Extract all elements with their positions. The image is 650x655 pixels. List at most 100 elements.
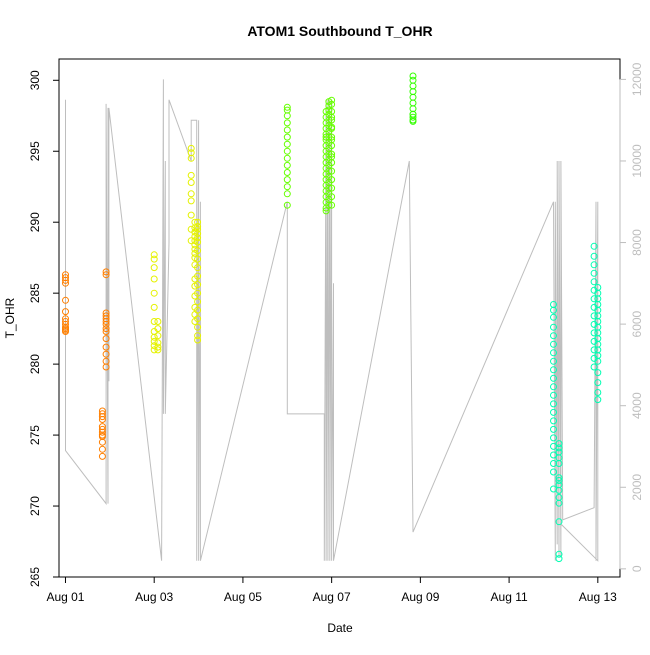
data-point [194,272,202,280]
x-tick-label: Aug 05 [224,590,262,604]
data-point [550,340,557,348]
y-tick-label: 290 [28,212,42,232]
data-point [187,154,195,162]
data-point [194,298,202,306]
data-point [154,343,162,351]
data-point [550,313,557,321]
data-point [187,211,195,219]
data-point [590,312,598,320]
data-point [62,296,69,304]
data-point [194,218,202,226]
data-point [555,477,563,484]
data-point [187,179,195,186]
data-point [283,133,291,141]
data-point [98,416,106,423]
x-axis-label: Date [327,621,353,635]
data-point [550,434,557,442]
data-point [328,153,336,161]
data-point [102,335,110,343]
data-point [328,96,336,104]
data-point [283,147,291,155]
data-point [555,460,563,467]
data-point [328,133,336,141]
data-point [194,281,202,289]
data-point [409,117,417,125]
data-point [194,323,202,331]
data-point [555,499,563,507]
data-point [555,444,563,452]
y2-tick-label: 4000 [630,392,644,419]
data-point [328,116,336,124]
data-point [550,323,557,331]
data-point [550,408,557,416]
data-point [98,438,106,446]
x-tick-label: Aug 01 [46,590,84,604]
data-point [194,234,202,242]
data-point [150,255,158,263]
data-point [187,190,195,198]
data-point [594,369,602,377]
data-point [328,113,336,121]
data-point [194,264,202,272]
data-point [194,315,202,323]
data-point [187,237,195,245]
data-point [328,201,336,209]
data-point [187,144,195,152]
data-point [590,329,598,337]
y2-tick-label: 0 [630,565,644,572]
data-point [590,269,598,277]
secondary-series-line [65,79,599,562]
data-point [550,306,557,314]
data-point [283,183,291,191]
data-point [594,396,602,404]
data-point [550,349,557,357]
data-point [555,555,563,563]
data-point [283,190,291,198]
data-point [550,332,557,340]
data-point [328,136,336,144]
x-tick-label: Aug 07 [313,590,351,604]
data-point [150,318,158,325]
y-tick-label: 300 [28,70,42,90]
data-point [594,379,602,387]
data-point [102,363,110,371]
data-point [62,308,69,316]
data-point [194,332,202,340]
data-point [283,154,291,162]
y-axis-right: 0 2000 4000 6000 8000 10000 12000 [619,62,644,572]
data-point [328,167,336,175]
x-axis: Aug 01 Aug 03 Aug 05 Aug 07 Aug 09 Aug 11 Aug … [46,576,617,604]
data-point [150,333,158,341]
x-tick-label: Aug 09 [401,590,439,604]
y-tick-label: 265 [28,567,42,587]
data-point [154,346,162,354]
data-point [555,474,563,482]
data-point [102,318,110,325]
data-point [102,350,110,358]
data-point [283,126,291,134]
data-point [409,72,417,80]
data-point [62,328,69,335]
data-point [194,336,202,344]
data-point [283,169,291,176]
data-point [555,550,563,558]
data-point [550,391,557,399]
y2-tick-label: 8000 [630,229,644,256]
data-point [590,363,598,371]
data-point [328,100,336,108]
data-point [283,112,291,120]
y-tick-label: 270 [28,496,42,516]
y2-tick-label: 12000 [630,62,644,96]
data-point [590,261,598,269]
data-point [98,445,106,453]
data-point [283,161,291,169]
data-point [150,289,158,297]
data-point [283,119,291,127]
data-point [150,251,158,259]
x-tick-label: Aug 03 [135,590,173,604]
data-point [194,255,202,263]
data-point [328,123,336,131]
data-point [194,223,202,230]
data-point [187,171,195,179]
data-point [590,346,598,354]
